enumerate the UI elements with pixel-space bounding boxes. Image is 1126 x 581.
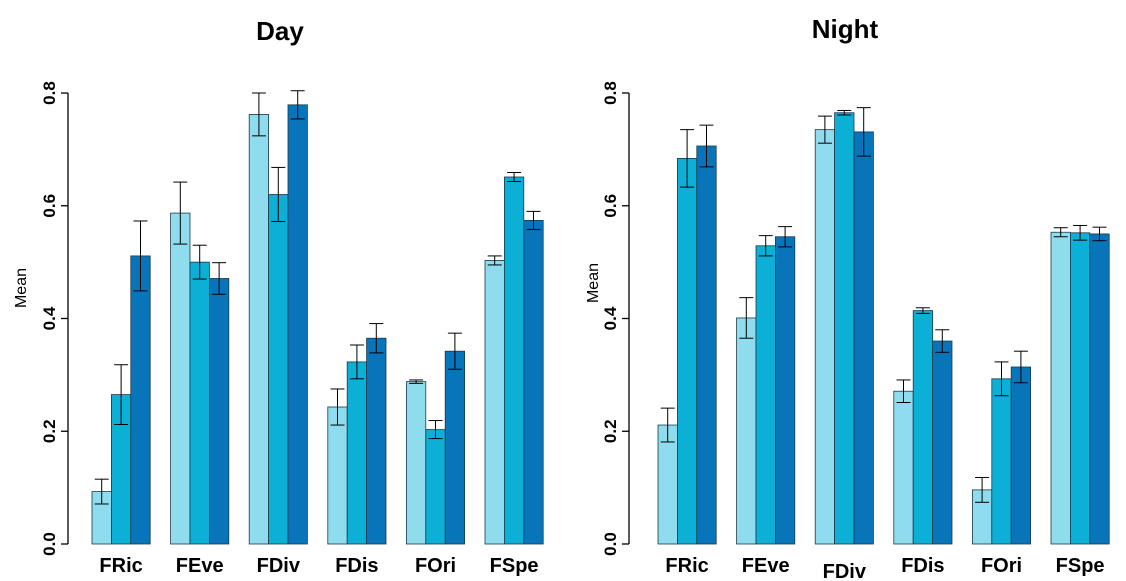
bar — [755, 245, 776, 545]
bar — [677, 157, 698, 545]
category-label: FDiv — [257, 555, 301, 577]
night-y-axis-label: Mean — [585, 263, 602, 303]
bar — [893, 390, 914, 545]
bar — [1070, 232, 1091, 545]
bar — [853, 131, 874, 545]
y-tick-label: 0.0 — [40, 532, 59, 556]
night-chart-title: Night — [812, 14, 879, 44]
bar — [1010, 366, 1032, 545]
y-tick-label: 0.0 — [601, 532, 620, 556]
bar — [484, 260, 505, 545]
y-tick-label: 0.8 — [601, 81, 620, 105]
bar — [657, 424, 678, 545]
bar — [248, 114, 269, 545]
category-label: FDiv — [823, 561, 867, 581]
night-panel: Night Mean 0.0 0.2 0.4 0.6 0.8 FRic FEve FDiv FD… — [585, 14, 1110, 581]
bar — [736, 317, 757, 545]
bar — [503, 176, 525, 545]
category-label: FRic — [99, 555, 142, 577]
bar — [405, 381, 427, 545]
y-tick-label: 0.6 — [601, 194, 620, 218]
category-label: FSpe — [1056, 555, 1105, 577]
bar — [170, 212, 191, 545]
bar — [425, 429, 446, 545]
bar — [523, 220, 544, 545]
category-label: FDis — [335, 555, 378, 577]
bar — [287, 104, 308, 545]
bar — [1050, 231, 1071, 545]
bar — [189, 261, 210, 545]
bar — [327, 406, 348, 545]
category-label: FDis — [901, 555, 944, 577]
category-label: FSpe — [490, 555, 539, 577]
bar — [696, 145, 717, 545]
bar — [268, 194, 289, 545]
bar — [1089, 233, 1110, 545]
y-tick-label: 0.4 — [40, 306, 59, 330]
bar — [366, 337, 387, 545]
y-tick-label: 0.6 — [40, 194, 59, 218]
bar — [912, 310, 934, 545]
category-label: FEve — [176, 555, 224, 577]
bar — [346, 361, 368, 545]
bar — [130, 255, 151, 545]
y-tick-label: 0.8 — [40, 81, 59, 105]
bar — [932, 340, 953, 545]
bar — [814, 129, 836, 545]
bar — [834, 112, 855, 545]
bar — [208, 278, 230, 545]
category-label: FRic — [665, 555, 708, 577]
bar — [775, 236, 796, 545]
category-label: FOri — [415, 555, 456, 577]
category-label: FEve — [742, 555, 790, 577]
y-tick-label: 0.4 — [601, 306, 620, 330]
y-tick-label: 0.2 — [40, 419, 59, 443]
day-chart-title: Day — [256, 16, 304, 46]
day-panel: Day Mean 0.0 0.2 0.4 0.6 0.8 FRic FEve FDiv FDis… — [13, 16, 544, 577]
y-tick-label: 0.2 — [601, 419, 620, 443]
bar — [991, 378, 1012, 545]
category-label: FOri — [981, 555, 1022, 577]
bar — [444, 350, 466, 545]
day-y-axis-label: Mean — [13, 268, 30, 308]
